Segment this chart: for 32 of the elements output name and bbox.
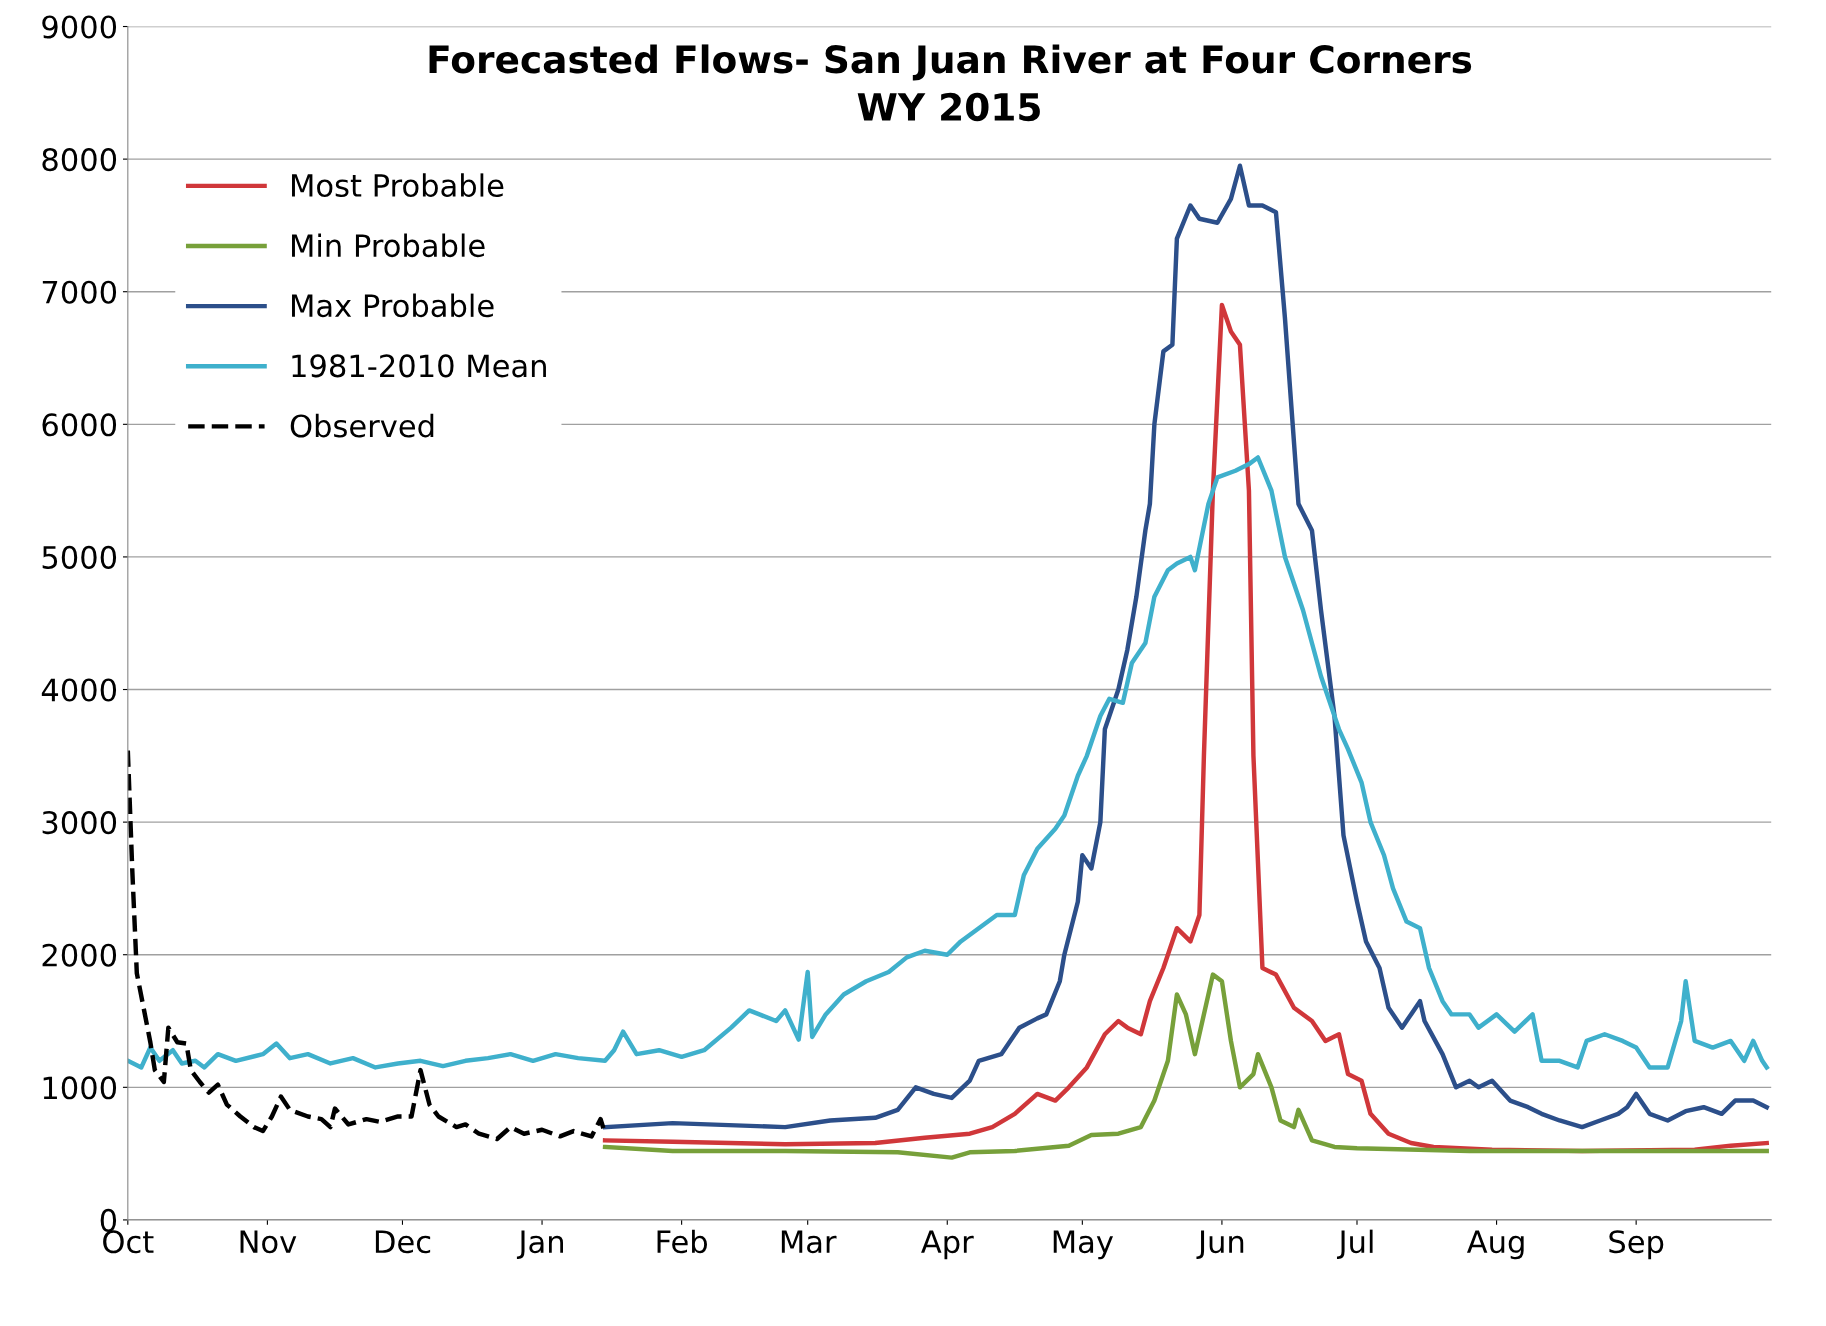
- text: Forecasted Flows- San Juan River at Four Corners WY 2015: [429, 44, 1472, 122]
- legend-label: Max Probable: [292, 293, 494, 318]
- x-tick-label: Dec: [375, 1230, 431, 1254]
- legend-label: 1981-2010 Mean: [292, 354, 546, 378]
- x-tick-label: Aug: [1466, 1230, 1524, 1260]
- y-tick-label: 7000: [42, 280, 117, 304]
- y-tick-label: 5000: [42, 545, 117, 569]
- x-tick-label: May: [1053, 1230, 1114, 1260]
- x-tick-label: Sep: [1609, 1230, 1664, 1260]
- y-tick-label: 2000: [42, 943, 117, 967]
- line-series: [127, 455, 1769, 1070]
- x-tick-label: Feb: [657, 1229, 707, 1254]
- x-tick-label: Jul: [1336, 1229, 1373, 1259]
- y-tick-label: 4000: [41, 678, 117, 702]
- x-tick-label: Oct: [103, 1230, 154, 1254]
- x-tick-label: Nov: [240, 1230, 297, 1254]
- x-tick-label: Jun: [1196, 1230, 1244, 1259]
- legend-label: Min Probable: [292, 233, 485, 258]
- y-tick-label: 8000: [42, 148, 117, 172]
- legend-label: Most Probable: [292, 173, 504, 198]
- x-tick-label: Apr: [921, 1230, 974, 1260]
- x-tick-label: Jan: [516, 1230, 563, 1259]
- y-tick-label: 1000: [43, 1076, 117, 1100]
- y-tick-label: 6000: [42, 413, 117, 437]
- y-tick-label: 9000: [42, 15, 117, 39]
- x-tick-label: Mar: [781, 1230, 837, 1254]
- line-series: [602, 972, 1769, 1160]
- y-tick-label: 3000: [42, 811, 117, 835]
- y-tick-label: 0: [100, 1208, 117, 1232]
- line-series: [602, 163, 1769, 1130]
- line-series: [127, 748, 608, 1142]
- legend-label: Observed: [290, 413, 434, 438]
